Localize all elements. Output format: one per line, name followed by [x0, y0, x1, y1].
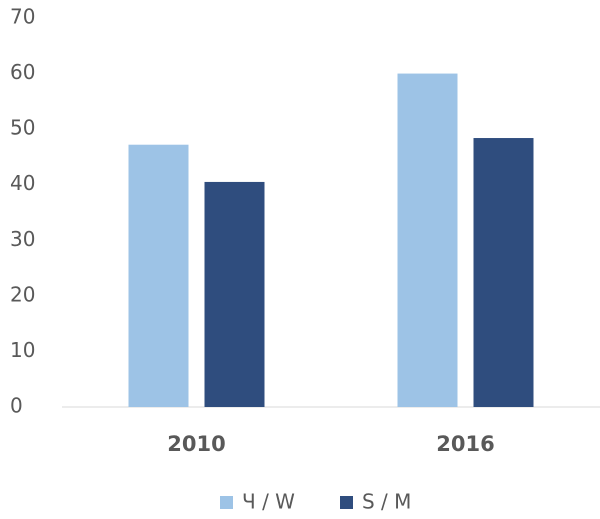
legend-swatch: [220, 496, 233, 509]
y-tick-label: 50: [10, 116, 35, 140]
bar: [128, 144, 189, 407]
y-tick-label: 0: [10, 394, 23, 418]
legend-label: Ч / W: [242, 490, 295, 514]
bar: [473, 138, 534, 407]
y-tick-label: 10: [10, 338, 35, 362]
bar: [204, 181, 265, 407]
y-tick-label: 40: [10, 171, 35, 195]
bar: [397, 73, 458, 408]
y-tick-label: 20: [10, 282, 35, 306]
x-tick-label: 2010: [167, 432, 225, 456]
y-tick-label: 70: [10, 5, 35, 29]
y-tick-label: 60: [10, 60, 35, 84]
legend-swatch: [340, 496, 353, 509]
x-tick-label: 2016: [436, 432, 494, 456]
legend-label: S / M: [362, 490, 411, 514]
y-tick-label: 30: [10, 227, 35, 251]
